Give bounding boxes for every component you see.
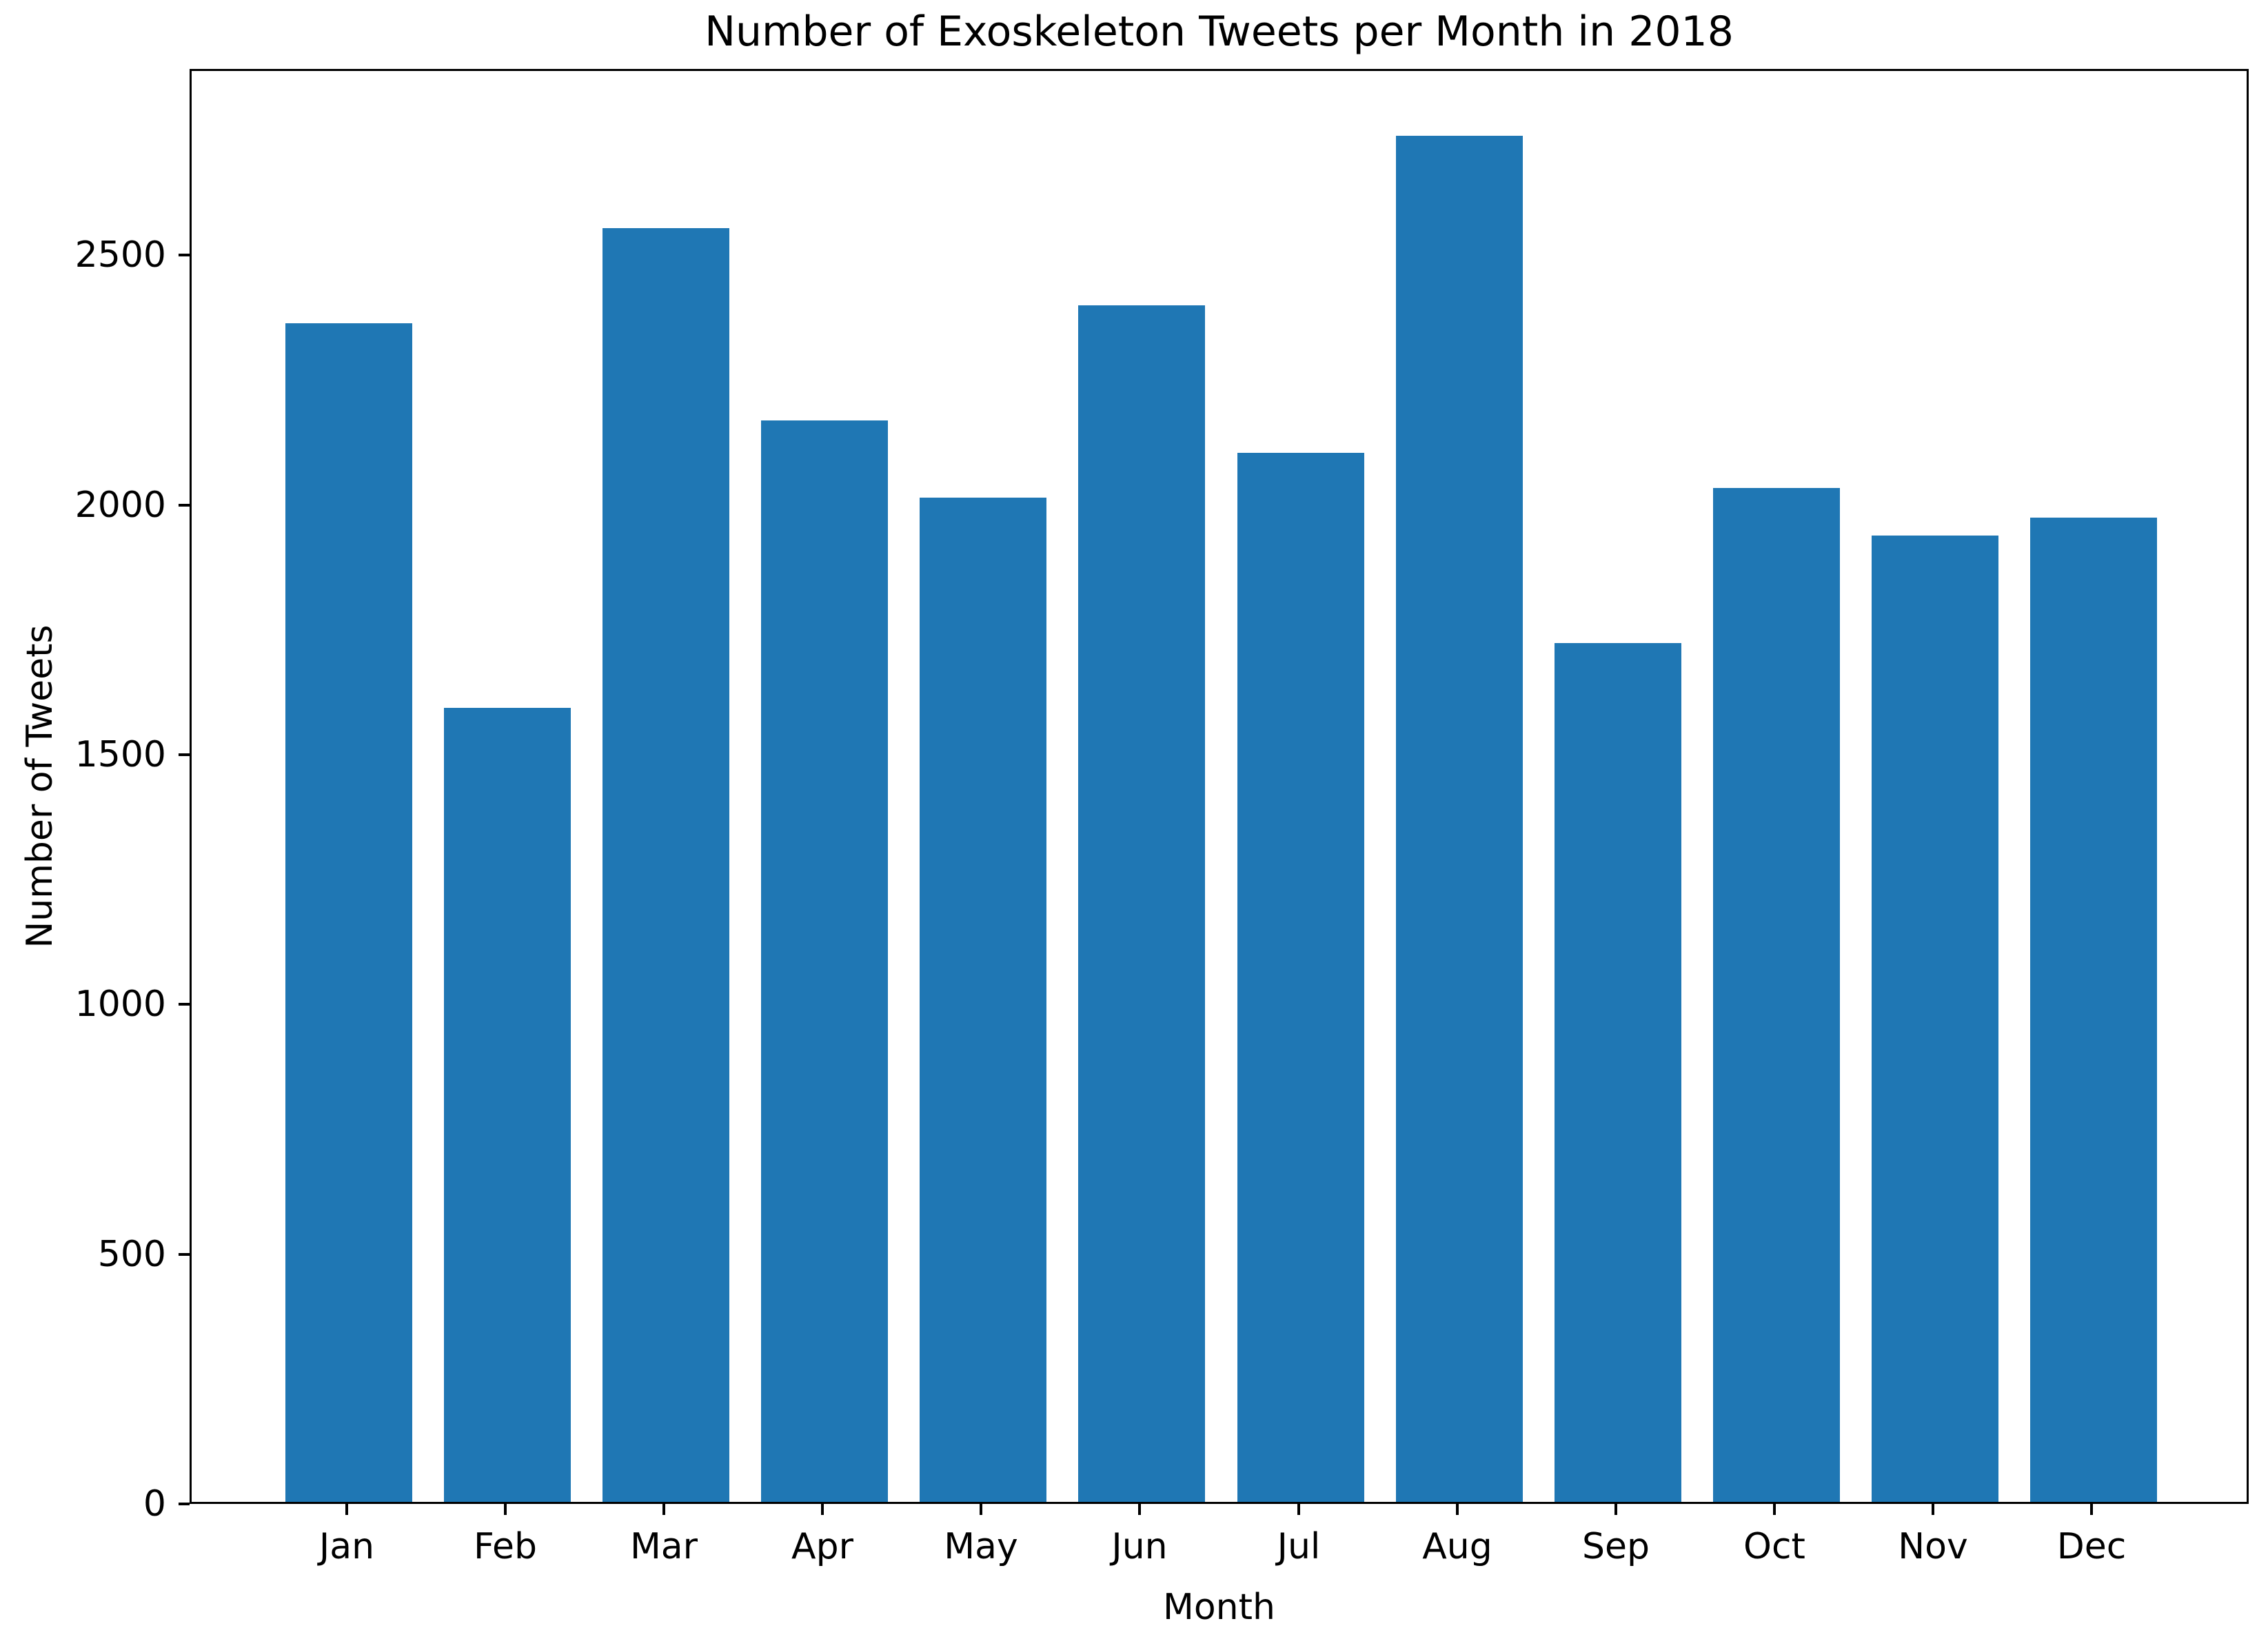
y-tick-mark [179, 1253, 190, 1256]
x-tick-label: Oct [1743, 1526, 1805, 1567]
bar-jun [1078, 305, 1205, 1502]
x-tick-mark [2090, 1504, 2093, 1515]
x-tick-mark [1932, 1504, 1934, 1515]
bar-apr [761, 420, 888, 1502]
x-tick-mark [504, 1504, 507, 1515]
x-tick-mark [980, 1504, 982, 1515]
x-tick-label: Feb [473, 1526, 538, 1567]
bar-mar [603, 228, 729, 1502]
x-tick-mark [1297, 1504, 1300, 1515]
x-tick-label: Dec [2056, 1526, 2127, 1567]
x-tick-label: Nov [1898, 1526, 1968, 1567]
x-tick-mark [1614, 1504, 1617, 1515]
chart-title: Number of Exoskeleton Tweets per Month i… [705, 8, 1734, 56]
x-tick-label: Apr [791, 1526, 853, 1567]
x-tick-label: Aug [1422, 1526, 1492, 1567]
bar-aug [1396, 136, 1523, 1502]
plot-area [190, 69, 2249, 1504]
x-tick-label: Jul [1277, 1526, 1321, 1567]
bar-dec [2030, 518, 2157, 1502]
y-tick-mark [179, 1003, 190, 1006]
bar-jan [285, 323, 412, 1502]
y-tick-label: 500 [97, 1234, 166, 1275]
x-axis-label: Month [1163, 1587, 1275, 1628]
x-tick-mark [662, 1504, 665, 1515]
y-tick-label: 1000 [74, 984, 166, 1025]
y-tick-mark [179, 753, 190, 756]
x-tick-label: Jan [318, 1526, 375, 1567]
y-axis-label: Number of Tweets [19, 624, 61, 948]
y-tick-mark [179, 254, 190, 256]
bar-oct [1713, 488, 1840, 1502]
x-tick-mark [345, 1504, 348, 1515]
bar-jul [1237, 453, 1364, 1502]
x-tick-label: May [944, 1526, 1018, 1567]
bar-feb [444, 708, 571, 1502]
x-tick-label: Jun [1111, 1526, 1168, 1567]
x-tick-mark [821, 1504, 824, 1515]
y-tick-mark [179, 504, 190, 507]
x-tick-mark [1456, 1504, 1459, 1515]
y-tick-label: 2000 [74, 485, 166, 526]
x-tick-mark [1773, 1504, 1776, 1515]
y-tick-label: 2500 [74, 234, 166, 276]
bar-nov [1872, 536, 1998, 1502]
bar-sep [1555, 643, 1681, 1502]
x-tick-label: Mar [629, 1526, 698, 1567]
y-tick-mark [179, 1503, 190, 1505]
x-tick-mark [1138, 1504, 1141, 1515]
y-tick-label: 0 [143, 1483, 166, 1525]
x-tick-label: Sep [1581, 1526, 1650, 1567]
y-tick-label: 1500 [74, 734, 166, 775]
bar-may [920, 498, 1046, 1502]
